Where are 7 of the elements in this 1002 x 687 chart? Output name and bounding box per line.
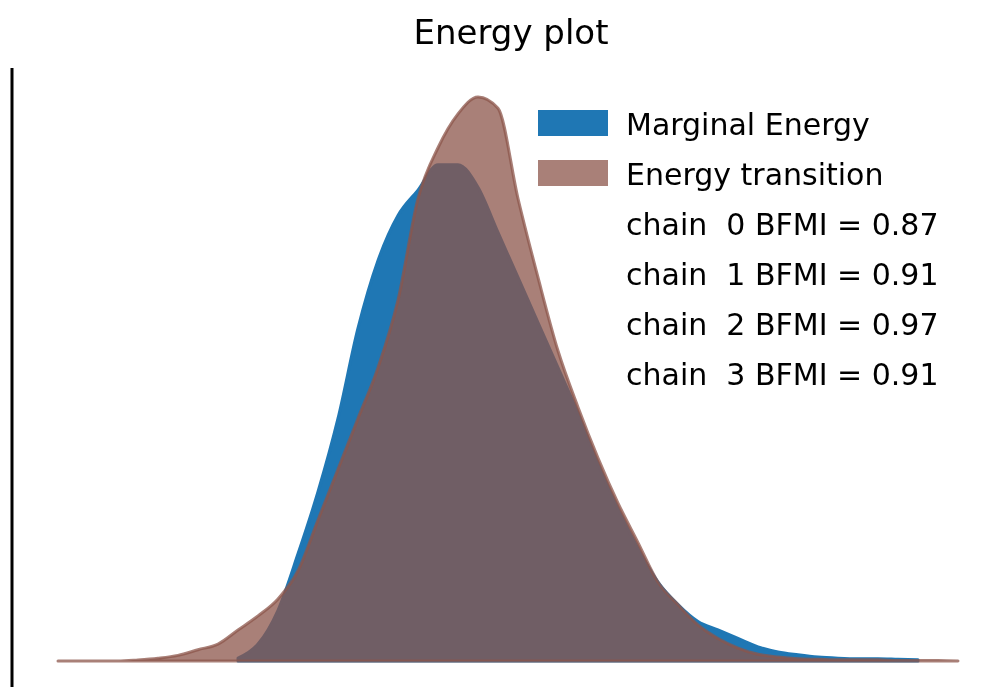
annotation: chain 2 BFMI = 0.97: [626, 307, 939, 342]
legend-label: Energy transition: [626, 157, 884, 192]
annotation: chain 3 BFMI = 0.91: [626, 357, 939, 392]
annotation: chain 0 BFMI = 0.87: [626, 207, 939, 242]
annotation: chain 1 BFMI = 0.91: [626, 257, 939, 292]
legend-label: Marginal Energy: [626, 107, 870, 142]
chart-title: Energy plot: [413, 12, 609, 52]
